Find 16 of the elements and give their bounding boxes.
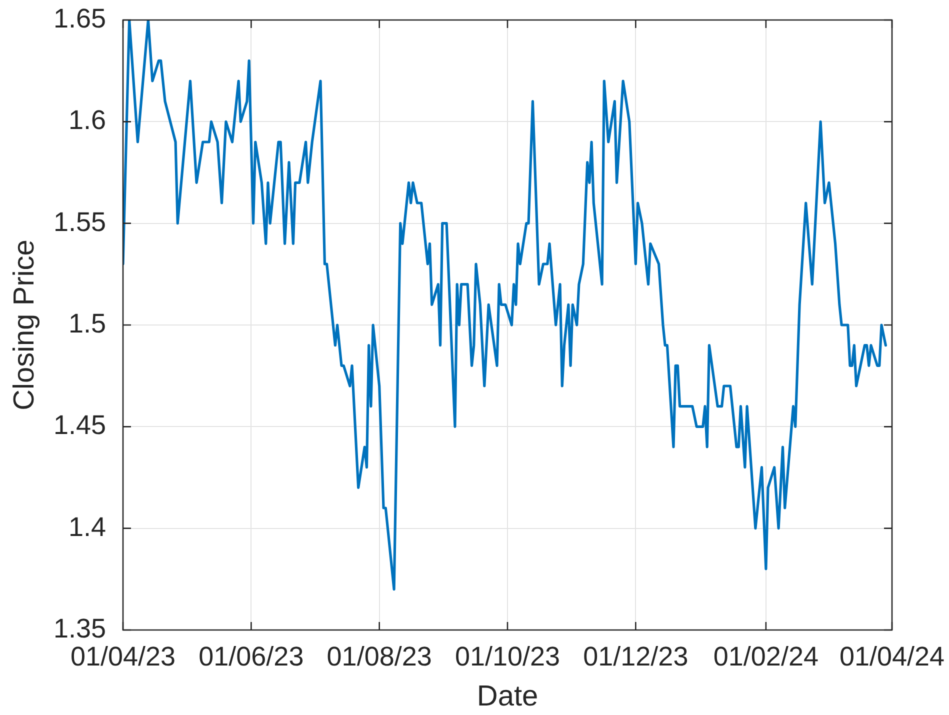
y-tick-label: 1.6: [68, 105, 106, 136]
x-tick-label: 01/10/23: [454, 642, 560, 672]
x-tick-label: 01/02/24: [713, 642, 818, 672]
y-tick-label: 1.4: [68, 512, 106, 542]
y-tick-label: 1.55: [53, 206, 106, 237]
x-tick-label: 01/04/23: [70, 642, 176, 672]
x-tick-label: 01/08/23: [326, 642, 432, 672]
x-tick-label: 01/04/24: [839, 642, 945, 672]
x-axis-title: Date: [476, 680, 538, 713]
y-tick-label: 1.65: [53, 3, 106, 34]
y-tick-label: 1.35: [53, 613, 106, 644]
y-tick-label: 1.5: [68, 308, 106, 338]
y-tick-label: 1.45: [53, 410, 106, 440]
y-axis-title: Closing Price: [8, 240, 40, 410]
x-tick-label: 01/12/23: [583, 642, 688, 672]
x-tick-label: 01/06/23: [198, 642, 304, 672]
